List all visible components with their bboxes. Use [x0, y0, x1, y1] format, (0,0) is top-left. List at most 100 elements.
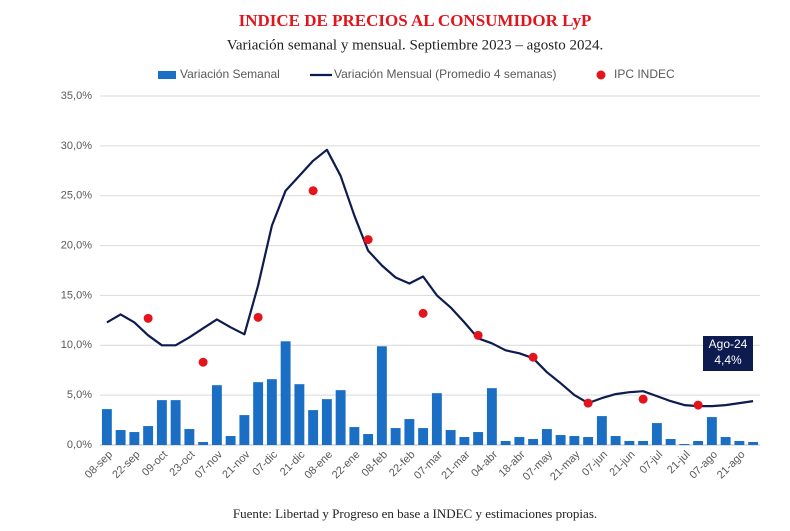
bar	[115, 430, 126, 445]
x-tick-label: 22-ene	[330, 449, 363, 482]
x-tick-label: 07-ago	[687, 449, 720, 482]
x-tick-label: 21-ago	[715, 449, 748, 482]
bar	[335, 390, 346, 445]
bar	[376, 346, 387, 445]
bar	[321, 399, 332, 445]
bar	[500, 441, 511, 445]
bar	[748, 442, 759, 445]
legend-item: Variación Mensual (Promedio 4 semanas)	[310, 67, 557, 81]
bar	[211, 385, 222, 445]
bar	[184, 429, 195, 445]
dot	[363, 235, 373, 245]
chart-title: INDICE DE PRECIOS AL CONSUMIDOR LyP	[239, 11, 592, 30]
bar	[294, 384, 305, 445]
dot	[308, 186, 318, 196]
bar	[390, 428, 401, 445]
bar	[596, 416, 607, 445]
dot	[198, 357, 208, 367]
legend-label: Variación Mensual (Promedio 4 semanas)	[334, 67, 557, 81]
x-tick-label: 07-dic	[250, 448, 280, 478]
x-tick-label: 21-nov	[220, 448, 253, 481]
dot	[418, 308, 428, 318]
bar	[445, 430, 456, 445]
bar	[569, 436, 580, 445]
bar	[363, 434, 374, 445]
x-tick-label: 08-feb	[360, 449, 391, 480]
y-tick-label: 20,0%	[61, 239, 92, 251]
bar	[624, 441, 635, 445]
dot	[253, 312, 263, 322]
bar	[473, 432, 484, 445]
y-tick-label: 35,0%	[61, 90, 92, 102]
bar	[665, 439, 676, 445]
y-tick-label: 0,0%	[67, 439, 92, 451]
bar	[143, 426, 154, 445]
annotation-text: 4,4%	[714, 353, 742, 367]
bar	[431, 393, 442, 445]
bar	[734, 441, 745, 445]
y-tick-label: 25,0%	[61, 190, 92, 202]
dot	[583, 398, 593, 408]
legend-label: IPC INDEC	[614, 67, 675, 81]
bar	[583, 437, 594, 445]
bar	[720, 437, 731, 445]
bar	[198, 442, 209, 445]
bar	[651, 423, 662, 445]
bar	[404, 419, 415, 445]
chart-source: Fuente: Libertad y Progreso en base a IN…	[233, 506, 597, 521]
dot	[473, 330, 483, 340]
bar	[541, 429, 552, 445]
bar	[253, 382, 264, 445]
bar	[156, 400, 167, 445]
x-tick-label: 21-jun	[607, 449, 637, 479]
x-tick-label: 07-jul	[638, 449, 666, 477]
x-tick-label: 08-ene	[302, 449, 335, 482]
x-tick-label: 07-nov	[193, 448, 226, 481]
x-tick-label: 07-jun	[580, 449, 610, 479]
legend-swatch	[158, 71, 176, 79]
x-tick-label: 04-abr	[469, 448, 500, 479]
dot	[638, 394, 648, 404]
x-tick-label: 23-oct	[167, 449, 197, 479]
bar	[638, 441, 649, 445]
y-tick-label: 10,0%	[61, 339, 92, 351]
annotation-text: Ago-24	[709, 337, 748, 351]
bar	[129, 432, 140, 445]
bar	[239, 415, 250, 445]
y-tick-label: 5,0%	[67, 389, 92, 401]
bar	[706, 417, 717, 445]
x-tick-label: 21-mar	[439, 448, 472, 481]
bar	[679, 444, 690, 445]
legend-item: IPC INDEC	[596, 67, 675, 81]
bar	[266, 379, 277, 445]
dot	[693, 400, 703, 410]
bar	[459, 437, 470, 445]
bar	[308, 410, 319, 445]
bar	[101, 409, 112, 445]
bar	[225, 436, 236, 445]
annotation-box	[703, 336, 753, 371]
bar	[514, 437, 525, 445]
dot	[143, 313, 153, 323]
x-tick-label: 07-mar	[412, 448, 445, 481]
bar	[610, 436, 621, 445]
bar	[693, 441, 704, 445]
bar	[528, 439, 539, 445]
bar	[486, 388, 497, 445]
bar	[349, 427, 360, 445]
legend-item: Variación Semanal	[158, 67, 280, 81]
bar	[555, 435, 566, 445]
chart-subtitle: Variación semanal y mensual. Septiembre …	[227, 37, 604, 53]
legend-label: Variación Semanal	[180, 67, 280, 81]
bar	[280, 341, 291, 445]
x-tick-label: 21-may	[548, 448, 583, 483]
y-tick-label: 30,0%	[61, 140, 92, 152]
bar	[418, 428, 429, 445]
dot	[528, 352, 538, 362]
bar	[170, 400, 181, 445]
y-tick-label: 15,0%	[61, 289, 92, 301]
x-tick-label: 08-sep	[83, 449, 115, 481]
line	[106, 148, 754, 408]
x-tick-label: 09-oct	[140, 449, 170, 479]
